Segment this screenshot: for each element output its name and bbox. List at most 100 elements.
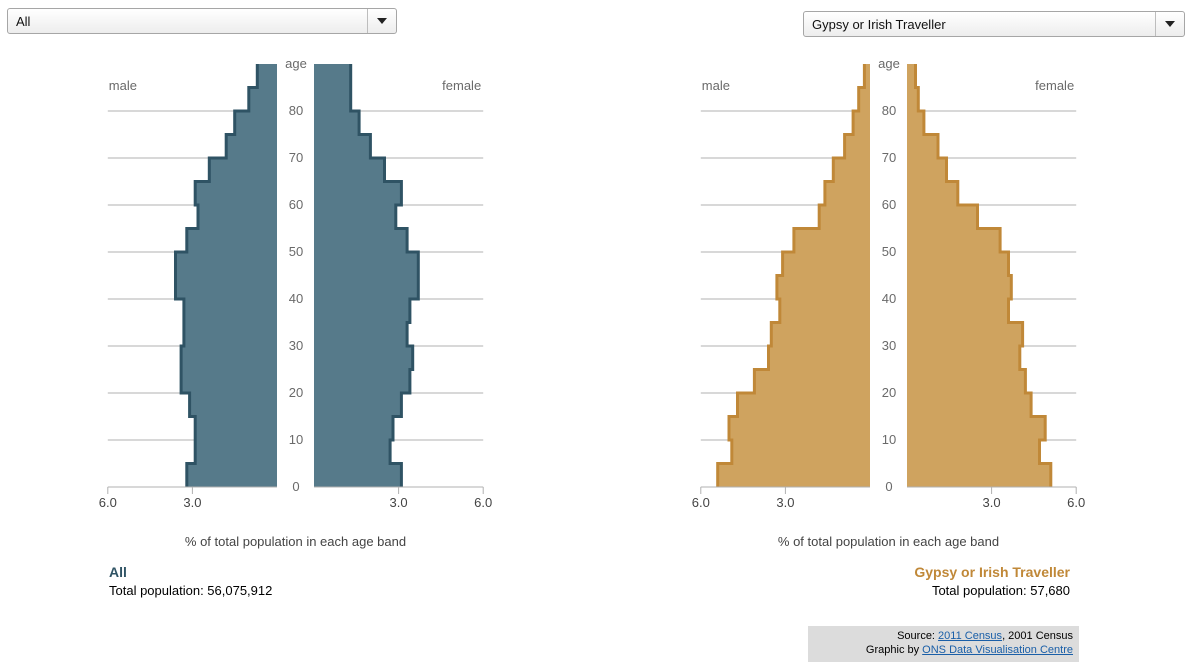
left-bar-male-55-59 [198, 205, 277, 229]
left-outline-female [349, 64, 420, 487]
right-age-tick-label: 40 [882, 291, 896, 306]
right-x-tick-label: 3.0 [983, 495, 1001, 510]
right-x-axis-title: % of total population in each age band [778, 534, 999, 549]
left-select-dropdown-button[interactable] [367, 9, 396, 33]
left-male-label: male [109, 78, 137, 93]
left-bar-male-40-44 [175, 275, 277, 299]
left-bar-male-35-39 [183, 299, 277, 323]
right-age-tick-label: 30 [882, 338, 896, 353]
left-outline-male [174, 64, 259, 487]
right-select-value: Gypsy or Irish Traveller [812, 16, 946, 32]
left-bar-female-35-39 [314, 299, 410, 323]
right-bar-male-40-44 [776, 275, 870, 299]
right-age-axis-label: age [878, 56, 900, 71]
right-female-label: female [1035, 78, 1074, 93]
right-select-dropdown-button[interactable] [1155, 12, 1184, 36]
ons-dvc-link[interactable]: ONS Data Visualisation Centre [922, 644, 1073, 656]
right-bar-male-50-54 [793, 228, 870, 252]
left-age-axis-label: age [285, 56, 307, 71]
left-bar-female-50-54 [314, 228, 408, 252]
left-bar-female-75-79 [314, 111, 360, 135]
right-x-tick-label: 6.0 [692, 495, 710, 510]
right-outline-female [914, 64, 1053, 487]
left-age-tick-label: 10 [289, 432, 303, 447]
left-bar-male-85-89 [257, 64, 277, 88]
left-population-select[interactable]: All [7, 8, 397, 34]
right-age-tick-label: 0 [885, 479, 892, 494]
right-bar-female-75-79 [907, 111, 924, 135]
left-bar-male-45-49 [175, 252, 277, 276]
right-bar-female-50-54 [907, 228, 1001, 252]
left-bar-female-0-4 [314, 463, 402, 487]
left-bar-male-25-29 [181, 346, 277, 370]
chevron-down-icon [377, 18, 387, 24]
right-bar-female-70-74 [907, 134, 939, 158]
census-2011-link[interactable]: 2011 Census [938, 630, 1003, 642]
left-bar-female-60-64 [314, 181, 402, 205]
right-caption: Gypsy or Irish Traveller Total populatio… [797, 564, 1070, 598]
left-bar-female-5-9 [314, 440, 391, 464]
right-population-select[interactable]: Gypsy or Irish Traveller [803, 11, 1185, 37]
right-bar-female-45-49 [907, 252, 1009, 276]
left-age-tick-label: 70 [289, 150, 303, 165]
left-bar-male-65-69 [209, 158, 277, 182]
right-total-population: Total population: 57,680 [931, 583, 1070, 598]
right-bar-male-55-59 [819, 205, 870, 229]
left-population-pyramid: 6.0 3.0 3.0 6.0 0 10 20 30 40 50 60 70 80 age male fema… [99, 56, 492, 549]
left-age-tick-label: 80 [289, 103, 303, 118]
right-bar-female-40-44 [907, 275, 1012, 299]
right-bar-female-20-24 [907, 369, 1026, 393]
left-caption: All Total population: 56,075,912 [109, 564, 272, 598]
right-age-tick-label: 60 [882, 197, 896, 212]
right-bar-female-85-89 [907, 64, 916, 88]
right-bar-male-85-89 [864, 64, 870, 88]
left-bar-male-10-14 [195, 416, 277, 440]
left-bar-male-80-84 [248, 87, 277, 111]
left-bar-female-85-89 [314, 64, 351, 88]
right-population-name: Gypsy or Irish Traveller [914, 564, 1070, 580]
left-bar-male-50-54 [186, 228, 277, 252]
left-age-tick-label: 50 [289, 244, 303, 259]
left-age-tick-label: 0 [292, 479, 299, 494]
right-bar-female-80-84 [907, 87, 919, 111]
source-attribution: Source: 2011 Census, 2001 Census Graphic… [808, 626, 1079, 662]
right-population-pyramid: 6.0 3.0 3.0 6.0 0 10 20 30 40 50 60 70 80 age male fema… [692, 56, 1085, 549]
right-bar-male-10-14 [729, 416, 870, 440]
left-x-tick-label: 3.0 [183, 495, 201, 510]
left-bar-female-30-34 [314, 322, 408, 346]
right-bar-female-60-64 [907, 181, 958, 205]
left-bar-male-30-34 [183, 322, 277, 346]
left-bar-male-5-9 [195, 440, 277, 464]
right-bar-male-75-79 [853, 111, 870, 135]
left-bar-female-40-44 [314, 275, 419, 299]
right-bar-female-35-39 [907, 299, 1009, 323]
left-bar-male-0-4 [186, 463, 277, 487]
right-male-label: male [702, 78, 730, 93]
right-age-tick-label: 70 [882, 150, 896, 165]
left-bar-female-55-59 [314, 205, 396, 229]
left-select-value: All [16, 13, 31, 29]
right-bar-female-55-59 [907, 205, 978, 229]
right-bar-female-0-4 [907, 463, 1051, 487]
right-bar-female-15-19 [907, 393, 1032, 417]
left-bar-male-70-74 [226, 134, 277, 158]
chevron-down-icon [1165, 21, 1175, 27]
left-bar-male-75-79 [234, 111, 277, 135]
left-age-tick-label: 60 [289, 197, 303, 212]
census-2001-text: , 2001 Census [1002, 630, 1073, 642]
right-x-tick-label: 3.0 [776, 495, 794, 510]
left-bar-female-25-29 [314, 346, 413, 370]
right-age-tick-label: 10 [882, 432, 896, 447]
right-bar-female-65-69 [907, 158, 947, 182]
left-bar-male-20-24 [181, 369, 277, 393]
left-age-tick-label: 40 [289, 291, 303, 306]
right-bar-male-5-9 [731, 440, 870, 464]
left-x-tick-label: 3.0 [390, 495, 408, 510]
left-x-tick-label: 6.0 [99, 495, 117, 510]
left-bar-female-65-69 [314, 158, 385, 182]
right-bar-male-35-39 [779, 299, 870, 323]
left-bar-female-15-19 [314, 393, 402, 417]
right-age-tick-label: 50 [882, 244, 896, 259]
right-bar-male-30-34 [771, 322, 870, 346]
right-bar-female-5-9 [907, 440, 1040, 464]
